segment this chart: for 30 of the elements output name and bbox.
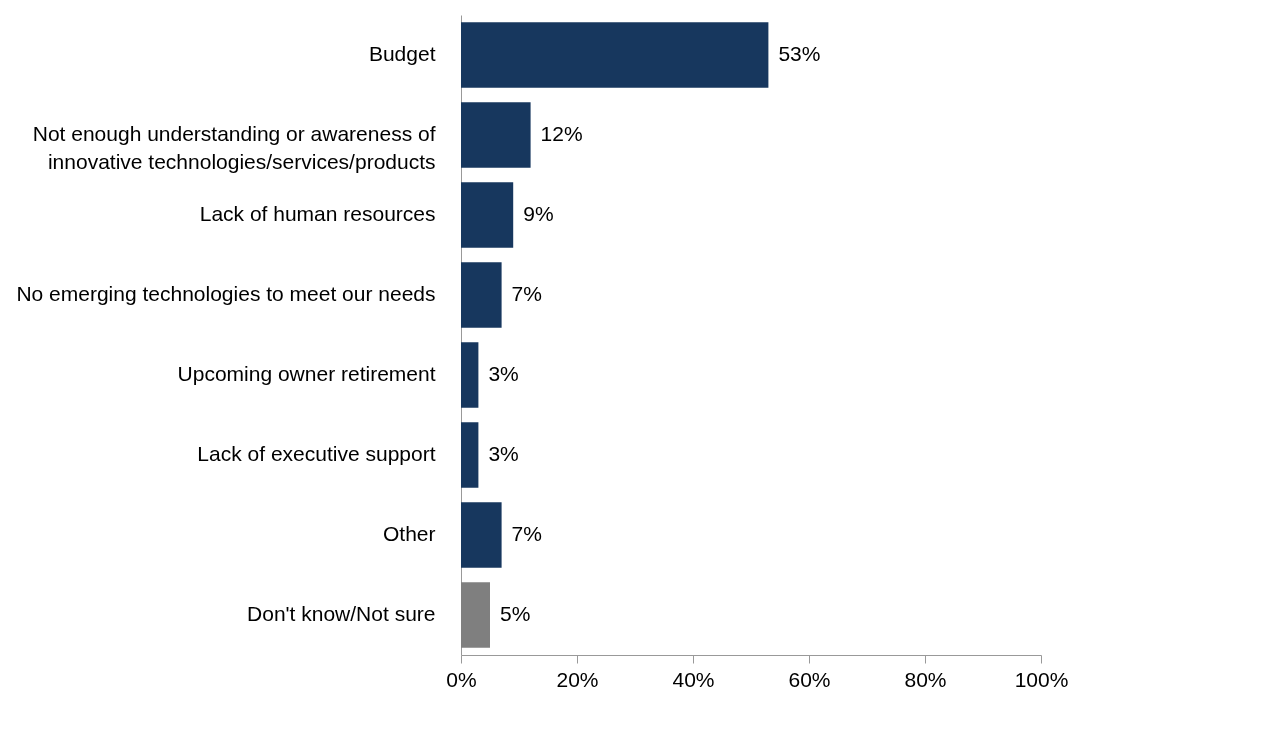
x-tick-label: 20% [556, 667, 599, 691]
bar [461, 102, 531, 168]
bar [461, 582, 490, 648]
bar [461, 502, 502, 568]
bar [461, 182, 514, 248]
bar [461, 342, 479, 408]
data-label: 5% [500, 602, 531, 625]
data-label: 3% [488, 442, 519, 465]
data-label: 53% [778, 42, 821, 65]
bar [461, 422, 479, 488]
y-tick-label: Not enough understanding or awareness of innovative technologies/services/products [32, 122, 436, 173]
data-label: 9% [523, 202, 554, 225]
x-tick-label: 0% [446, 667, 477, 691]
y-tick-label: Other [382, 522, 436, 545]
y-tick-label: Lack of executive support [197, 442, 436, 465]
y-tick-label: Don't know/Not sure [247, 602, 436, 625]
y-tick-label: Upcoming owner retirement [177, 362, 436, 385]
data-label: 12% [540, 122, 583, 145]
x-tick-label: 100% [1014, 667, 1069, 691]
y-tick-label: Budget [368, 42, 436, 65]
x-tick-label: 60% [788, 667, 831, 691]
data-label: 7% [511, 282, 542, 305]
y-tick-label: No emerging technologies to meet our needs [16, 282, 436, 305]
bar [461, 22, 769, 88]
data-label: 3% [488, 362, 519, 385]
bar [461, 262, 502, 328]
x-tick-label: 80% [904, 667, 947, 691]
y-tick-label: Lack of human resources [199, 202, 436, 225]
data-label: 7% [511, 522, 542, 545]
x-tick-label: 40% [672, 667, 715, 691]
